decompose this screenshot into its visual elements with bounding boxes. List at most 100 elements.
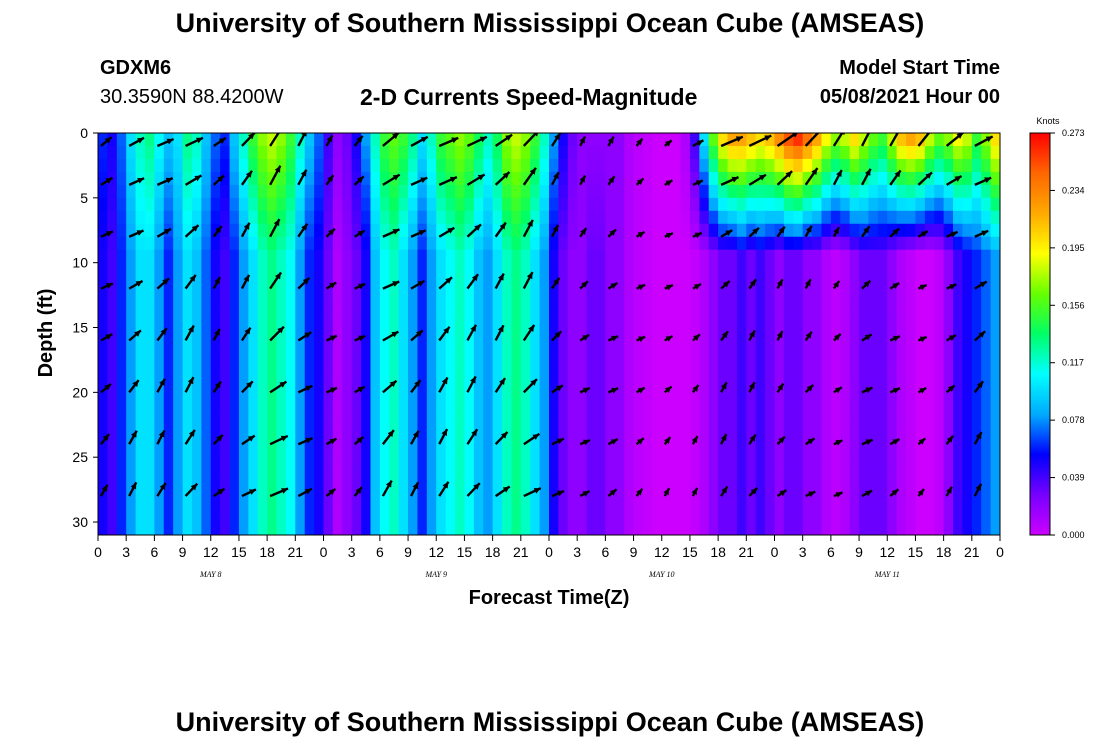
heatmap-cell (699, 444, 710, 458)
heatmap-cell (755, 197, 766, 212)
x-tick-label: 9 (404, 544, 412, 560)
heatmap-cell (257, 496, 268, 510)
heatmap-cell (144, 444, 155, 458)
heatmap-cell (379, 366, 390, 380)
heatmap-cell (342, 522, 353, 535)
heatmap-cell (511, 405, 522, 419)
heatmap-cell (953, 314, 964, 329)
heatmap-cell (614, 249, 625, 264)
heatmap-cell (821, 405, 832, 419)
heatmap-cell (220, 392, 231, 406)
heatmap-cell (906, 353, 917, 368)
heatmap-cell (849, 275, 860, 290)
heatmap-cell (652, 223, 663, 238)
heatmap-cell (990, 470, 1000, 484)
heatmap-cell (492, 483, 503, 497)
heatmap-cell (830, 470, 841, 484)
vector-arrowhead (136, 137, 144, 144)
heatmap-cell (718, 496, 729, 510)
heatmap-cell (257, 262, 268, 277)
heatmap-cell (793, 210, 804, 225)
heatmap-cell (680, 236, 691, 251)
heatmap-cell (981, 145, 992, 160)
heatmap-cell (116, 288, 127, 303)
heatmap-cell (549, 470, 559, 484)
heatmap-cell (342, 366, 353, 380)
heatmap-cell (924, 223, 935, 238)
vector-arrowhead (415, 330, 423, 337)
heatmap-cell (642, 262, 653, 277)
heatmap-cell (295, 470, 306, 484)
heatmap-cell (746, 288, 757, 303)
heatmap-cell (586, 431, 597, 445)
vector-arrowhead (582, 491, 590, 497)
heatmap-cell (276, 444, 287, 458)
heatmap-cell (426, 340, 437, 355)
heatmap-cell (671, 210, 682, 225)
heatmap-cell (605, 288, 616, 303)
heatmap-cell (201, 379, 212, 393)
heatmap-cell (398, 509, 409, 523)
heatmap-cell (107, 496, 118, 510)
heatmap-cell (971, 522, 982, 535)
vector-arrowhead (165, 177, 173, 184)
heatmap-cell (285, 223, 296, 238)
heatmap-cell (953, 444, 964, 458)
heatmap-cell (567, 457, 578, 471)
heatmap-cell (830, 444, 841, 458)
vector-arrowhead (833, 280, 840, 288)
heatmap-cell (370, 483, 381, 497)
vector-arrowhead (304, 488, 312, 495)
heatmap-cell (492, 418, 503, 432)
heatmap-cell (351, 158, 362, 173)
heatmap-cell (135, 379, 146, 393)
heatmap-cell (736, 184, 747, 199)
heatmap-cell (849, 457, 860, 471)
heatmap-cell (379, 301, 390, 316)
heatmap-cell (633, 366, 644, 380)
heatmap-cell (220, 379, 231, 393)
heatmap-cell (661, 288, 672, 303)
heatmap-cell (783, 522, 794, 535)
heatmap-cell (173, 457, 184, 471)
heatmap-cell (671, 158, 682, 173)
heatmap-cell (314, 197, 325, 212)
heatmap-cell (624, 327, 635, 342)
heatmap-cell (567, 223, 578, 238)
heatmap-cell (511, 158, 522, 173)
heatmap-cell (116, 405, 127, 419)
heatmap-cell (746, 522, 757, 535)
heatmap-cell (605, 444, 616, 458)
heatmap-cell (182, 262, 193, 277)
heatmap-cell (671, 522, 682, 535)
heatmap-cell (689, 522, 700, 535)
heatmap-cell (191, 470, 202, 484)
vector-arrowhead (412, 482, 419, 490)
heatmap-cell (342, 470, 353, 484)
heatmap-cell (793, 431, 804, 445)
heatmap-cell (144, 133, 155, 147)
heatmap-cell (455, 353, 466, 368)
heatmap-cell (144, 210, 155, 225)
heatmap-cell (549, 210, 559, 225)
heatmap-cell (220, 314, 231, 329)
heatmap-cell (605, 262, 616, 277)
heatmap-cell (173, 223, 184, 238)
heatmap-cell (370, 262, 381, 277)
heatmap-cell (595, 444, 606, 458)
vector-arrowhead (499, 222, 506, 230)
heatmap-cell (455, 210, 466, 225)
heatmap-cell (238, 288, 249, 303)
heatmap-cell (990, 210, 1000, 225)
heatmap-cell (332, 470, 343, 484)
vector-arrowhead (981, 230, 989, 237)
heatmap-cell (173, 392, 184, 406)
heatmap-cell (511, 184, 522, 199)
heatmap-cell (642, 288, 653, 303)
heatmap-cell (567, 470, 578, 484)
heatmap-cell (736, 405, 747, 419)
heatmap-cell (238, 457, 249, 471)
heatmap-cell (859, 301, 870, 316)
heatmap-cell (877, 522, 888, 535)
